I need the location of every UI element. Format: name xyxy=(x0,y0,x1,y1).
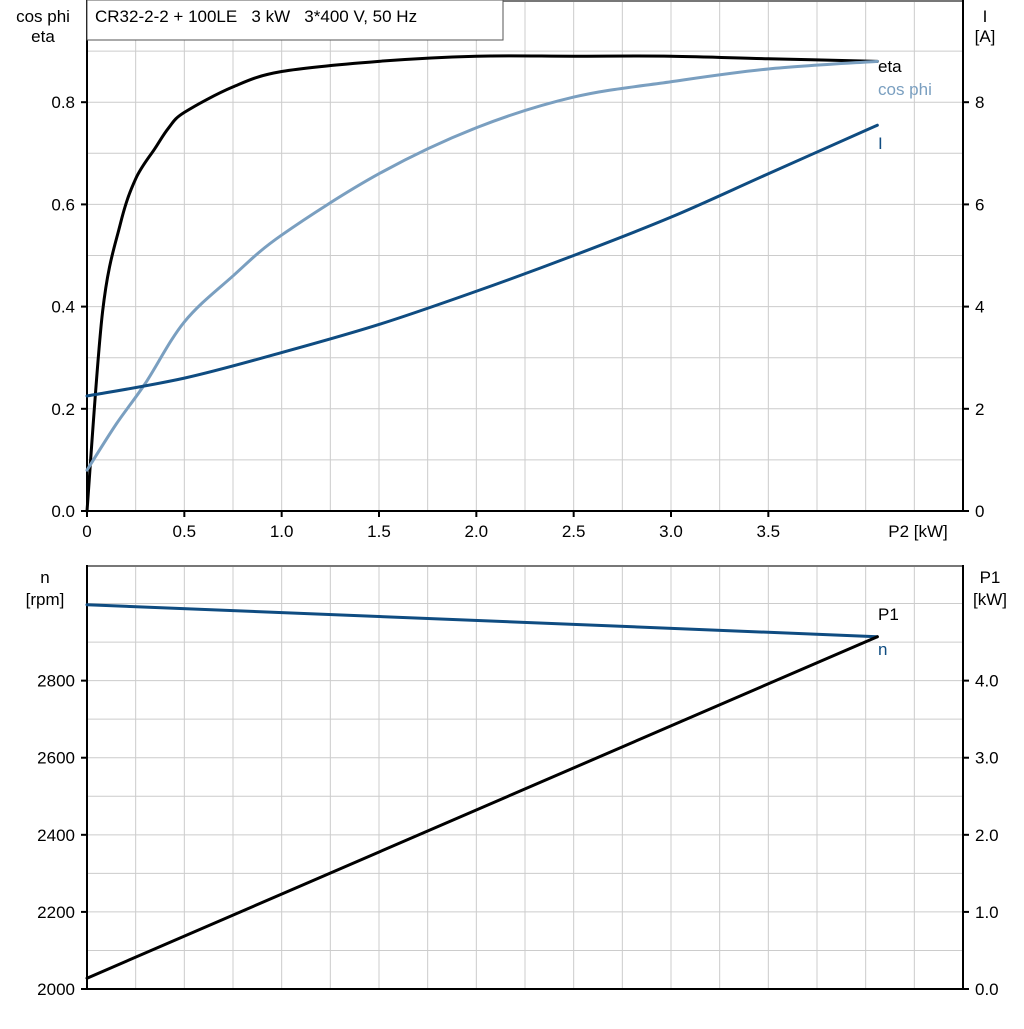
bottom-left-tick-label: 2600 xyxy=(37,749,75,768)
x-axis-label: P2 [kW] xyxy=(888,522,948,541)
x-tick-label: 0.5 xyxy=(173,522,197,541)
series-label-eta: eta xyxy=(878,57,902,76)
series-label-i: I xyxy=(878,134,883,153)
bottom-left-axis-label-2: [rpm] xyxy=(26,590,65,609)
top-left-tick-label: 0.2 xyxy=(51,400,75,419)
left-axis-label-1: cos phi xyxy=(16,7,70,26)
top-left-tick-label: 0.0 xyxy=(51,502,75,521)
top-left-tick-label: 0.8 xyxy=(51,93,75,112)
bottom-right-axis-label-2: [kW] xyxy=(973,590,1007,609)
x-tick-label: 2.0 xyxy=(465,522,489,541)
right-axis-label-2: [A] xyxy=(975,27,996,46)
bottom-right-tick-label: 2.0 xyxy=(975,826,999,845)
bottom-right-tick-label: 3.0 xyxy=(975,749,999,768)
bottom-right-axis-label-1: P1 xyxy=(980,568,1001,587)
bottom-grid: 2000 2200 2400 2600 2800 0.0 1.0 2.0 3.0 4.0 xyxy=(37,565,999,999)
bottom-right-tick-label: 1.0 xyxy=(975,903,999,922)
series-label-n: n xyxy=(878,640,887,659)
series-label-p1: P1 xyxy=(878,605,899,624)
chart-title: CR32-2-2 + 100LE 3 kW 3*400 V, 50 Hz xyxy=(95,7,417,26)
top-right-tick-label: 8 xyxy=(975,93,984,112)
x-tick-label: 2.5 xyxy=(562,522,586,541)
right-axis-label-1: I xyxy=(983,7,988,26)
x-tick-label: 3.5 xyxy=(757,522,781,541)
top-right-tick-label: 4 xyxy=(975,298,984,317)
series xyxy=(85,54,879,980)
left-axis-label-2: eta xyxy=(31,27,55,46)
top-series-eta xyxy=(85,54,879,513)
bottom-right-tick-label: 4.0 xyxy=(975,672,999,691)
bottom-left-tick-label: 2200 xyxy=(37,903,75,922)
bottom-left-axis-label-1: n xyxy=(40,568,49,587)
bottom-left-tick-label: 2800 xyxy=(37,672,75,691)
top-right-tick-label: 0 xyxy=(975,502,984,521)
series-label-cos-phi: cos phi xyxy=(878,80,932,99)
bottom-right-tick-label: 0.0 xyxy=(975,980,999,999)
bottom-left-tick-label: 2000 xyxy=(37,980,75,999)
top-series-i xyxy=(85,123,879,398)
x-tick-label: 1.5 xyxy=(367,522,391,541)
x-tick-label: 1.0 xyxy=(270,522,294,541)
x-tick-label: 0 xyxy=(82,522,91,541)
top-grid: 0.0 0.2 0.4 0.6 0.8 0 2 4 6 8 0 0.5 1.0 1.5 2.0 2.5 3.0 3… xyxy=(51,0,984,541)
bottom-left-tick-label: 2400 xyxy=(37,826,75,845)
top-right-tick-label: 6 xyxy=(975,195,984,214)
top-right-tick-label: 2 xyxy=(975,400,984,419)
bottom-series-n xyxy=(85,603,879,639)
top-left-tick-label: 0.4 xyxy=(51,298,75,317)
top-left-tick-label: 0.6 xyxy=(51,195,75,214)
title-box xyxy=(86,0,504,41)
top-series-cos-phi xyxy=(85,59,879,472)
x-tick-label: 3.0 xyxy=(659,522,683,541)
bottom-series-p1 xyxy=(85,635,879,980)
